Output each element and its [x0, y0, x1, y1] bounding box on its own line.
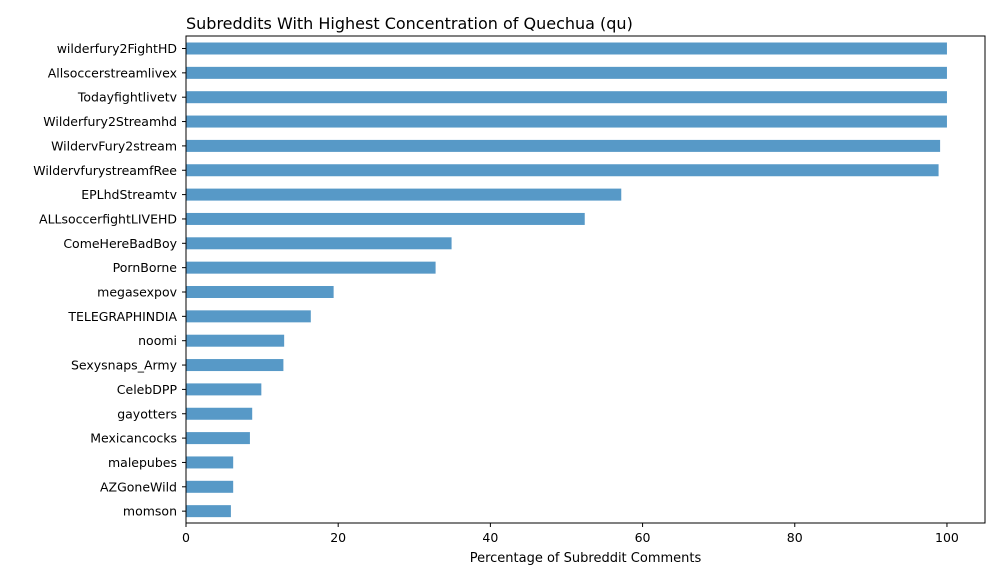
chart-title: Subreddits With Highest Concentration of… [186, 14, 633, 33]
y-tick-label: EPLhdStreamtv [81, 187, 177, 202]
bar [186, 480, 234, 493]
x-tick-label: 20 [330, 530, 346, 545]
bar [186, 359, 284, 372]
plot-frame [185, 35, 986, 524]
y-tick-label: gayotters [117, 406, 177, 421]
y-tick-label: TELEGRAPHINDIA [67, 309, 177, 324]
bar [186, 164, 939, 177]
x-tick-label: 40 [482, 530, 498, 545]
bar [186, 188, 622, 201]
x-axis-label: Percentage of Subreddit Comments [470, 551, 702, 566]
bar [186, 91, 947, 104]
y-tick-label: Mexicancocks [90, 431, 177, 446]
bar [186, 139, 941, 152]
bar [186, 42, 947, 55]
x-tick-label: 0 [182, 530, 190, 545]
y-tick-label: ALLsoccerfightLIVEHD [39, 211, 177, 226]
y-tick-label: Allsoccerstreamlivex [48, 65, 177, 80]
y-tick-labels: wilderfury2FightHD Allsoccerstreamlivex To… [33, 41, 186, 519]
y-tick-label: ComeHereBadBoy [63, 236, 177, 251]
bars [186, 42, 947, 518]
y-tick-label: Todayfightlivetv [77, 90, 178, 105]
bar [186, 66, 947, 79]
bar [186, 383, 262, 396]
bar [186, 261, 436, 274]
bar [186, 432, 250, 445]
bar [186, 334, 285, 347]
y-tick-label: megasexpov [97, 285, 177, 300]
x-tick-label: 60 [635, 530, 651, 545]
y-tick-label: noomi [138, 333, 177, 348]
y-tick-label: AZGoneWild [100, 479, 177, 494]
x-tick-label: 100 [935, 530, 959, 545]
y-tick-label: WildervFury2stream [51, 138, 177, 153]
bar [186, 505, 231, 518]
x-tick-label: 80 [787, 530, 803, 545]
x-axis-ticks: 0 20 40 60 80 100 [182, 523, 959, 545]
y-tick-label: PornBorne [113, 260, 178, 275]
bar [186, 407, 253, 420]
y-tick-label: Sexysnaps_Army [71, 358, 178, 373]
y-tick-label: wilderfury2FightHD [57, 41, 177, 56]
bar [186, 237, 452, 250]
bar [186, 310, 311, 323]
y-tick-label: Wilderfury2Streamhd [43, 114, 177, 129]
y-tick-label: malepubes [108, 455, 177, 470]
bar [186, 115, 947, 128]
y-tick-label: WildervfurystreamfRee [33, 163, 177, 178]
y-tick-label: momson [123, 504, 177, 519]
bar [186, 286, 334, 298]
bar [186, 456, 234, 469]
y-tick-label: CelebDPP [117, 382, 178, 397]
bar [186, 212, 585, 225]
